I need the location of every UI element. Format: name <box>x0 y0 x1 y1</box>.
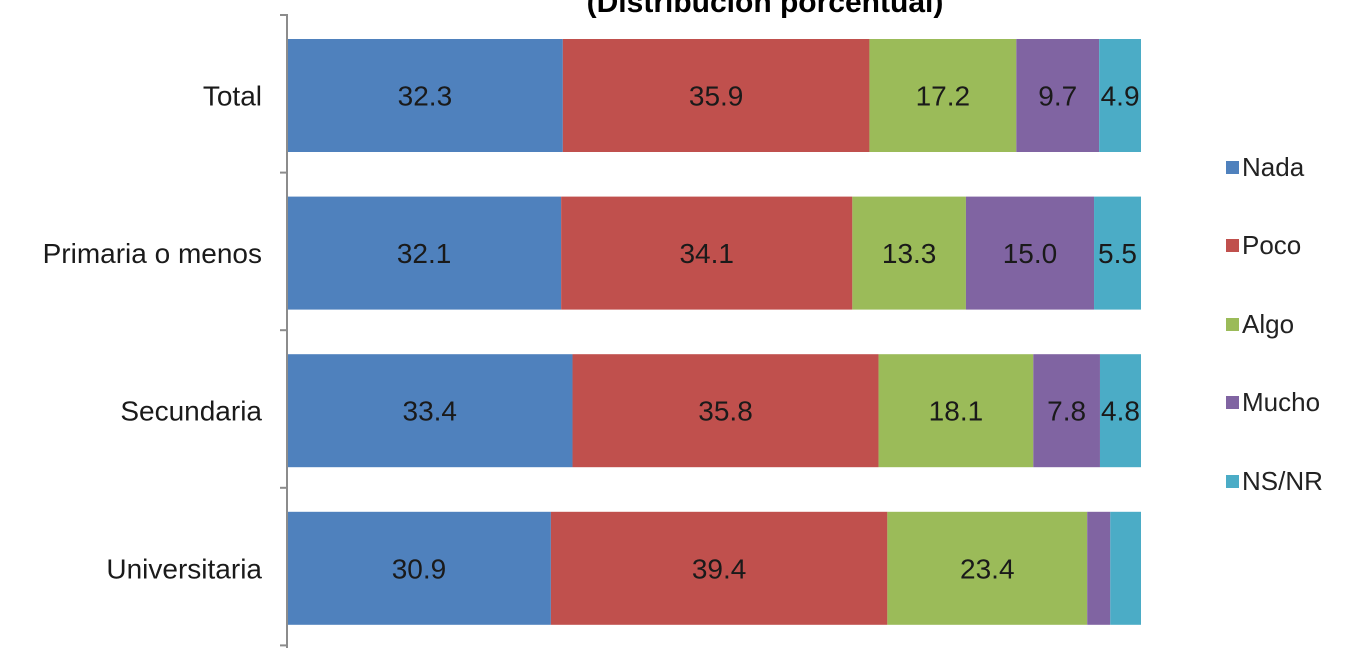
data-label: 34.1 <box>679 238 734 269</box>
data-label: 35.8 <box>698 396 753 427</box>
data-label: 17.2 <box>916 81 971 112</box>
bar-ns-nr-3 <box>1110 511 1141 625</box>
data-label: 9.7 <box>1038 81 1077 112</box>
bar-nada-0 <box>287 39 563 152</box>
legend-item: Mucho <box>1226 387 1321 418</box>
bar-nada-2 <box>287 354 573 468</box>
bar-mucho-1 <box>965 196 1095 310</box>
data-label: 5.5 <box>1098 238 1137 269</box>
legend-swatch <box>1226 317 1239 331</box>
bar-ns-nr-2 <box>1099 354 1141 468</box>
legend-swatch <box>1226 160 1239 174</box>
bar-algo-1 <box>852 196 966 310</box>
bar-mucho-0 <box>1016 39 1100 152</box>
legend-item: Algo <box>1226 309 1294 339</box>
bar-algo-2 <box>878 354 1034 468</box>
bar-ns-nr-0 <box>1099 39 1141 152</box>
legend-label: Poco <box>1242 230 1302 260</box>
data-label: 7.8 <box>1047 396 1086 427</box>
data-label: 4.9 <box>1101 81 1140 112</box>
bar-algo-0 <box>869 39 1017 152</box>
category-label: Primaria o menos <box>43 238 262 269</box>
data-label: 32.1 <box>397 238 452 269</box>
data-label: 15.0 <box>1003 238 1058 269</box>
bar-nada-3 <box>287 511 551 625</box>
legend-item: Poco <box>1226 230 1302 261</box>
data-label: 33.4 <box>403 396 458 427</box>
data-label: 18.1 <box>929 396 984 427</box>
data-label: 32.3 <box>398 81 453 112</box>
legend-swatch <box>1226 474 1239 488</box>
bar-poco-3 <box>550 511 888 625</box>
data-label: 13.3 <box>882 238 937 269</box>
data-label: 39.4 <box>692 553 747 584</box>
legend-swatch <box>1226 396 1239 409</box>
legend-item: Nada <box>1226 152 1304 182</box>
category-label: Total <box>203 81 262 112</box>
data-label: 4.8 <box>1101 396 1140 427</box>
legend-label: Mucho <box>1242 387 1321 417</box>
bar-poco-0 <box>562 39 870 152</box>
data-label: 23.4 <box>960 553 1015 584</box>
category-label: Universitaria <box>106 553 262 584</box>
data-label: 30.9 <box>392 553 447 584</box>
data-label: 35.9 <box>689 81 744 112</box>
bar-mucho-2 <box>1033 354 1100 468</box>
bar-ns-nr-1 <box>1094 196 1141 310</box>
bar-algo-3 <box>887 511 1088 625</box>
bar-mucho-3 <box>1087 511 1111 625</box>
chart-title: (Distribución porcentual) <box>586 0 944 19</box>
bar-poco-1 <box>561 196 853 310</box>
bar-poco-2 <box>572 354 879 468</box>
category-label: Secundaria <box>120 396 262 427</box>
legend-label: NS/NR <box>1242 465 1323 496</box>
legend-label: Algo <box>1242 308 1295 339</box>
bar-nada-1 <box>287 196 562 310</box>
legend-label: Nada <box>1242 151 1305 182</box>
legend-item: NS/NR <box>1226 466 1323 496</box>
legend-swatch <box>1226 239 1239 252</box>
